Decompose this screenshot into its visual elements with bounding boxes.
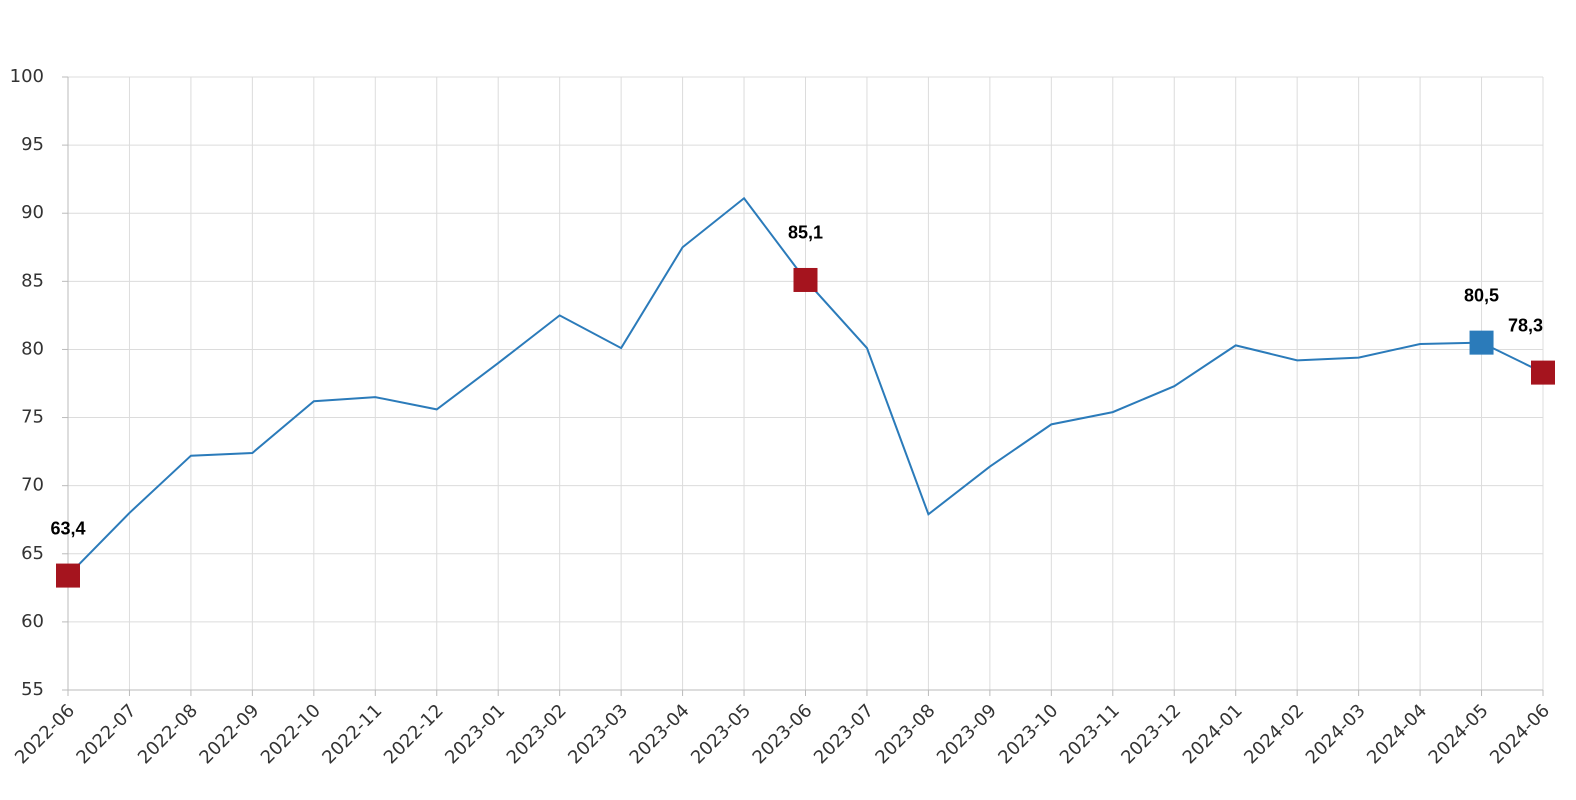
x-tick-label: 2022-11 — [318, 700, 386, 768]
y-tick-label: 80 — [21, 338, 44, 359]
x-tick-label: 2023-05 — [687, 700, 755, 768]
y-tick-label: 75 — [21, 407, 44, 428]
x-tick-label: 2022-12 — [380, 700, 448, 768]
y-tick-label: 60 — [21, 611, 44, 632]
x-tick-label: 2023-11 — [1056, 700, 1124, 768]
value-label: 80,5 — [1464, 285, 1499, 305]
x-tick-label: 2022-06 — [11, 700, 79, 768]
x-tick-label: 2024-01 — [1179, 700, 1247, 768]
value-label: 78,3 — [1508, 315, 1543, 335]
y-tick-label: 65 — [21, 543, 44, 564]
marker — [56, 563, 80, 588]
x-tick-label: 2023-07 — [810, 700, 878, 768]
x-tick-label: 2024-03 — [1302, 700, 1370, 768]
x-tick-label: 2023-08 — [871, 700, 939, 768]
x-tick-label: 2022-09 — [195, 700, 263, 768]
y-tick-label: 85 — [21, 270, 44, 291]
x-tick-label: 2022-10 — [257, 700, 325, 768]
value-label: 63,4 — [50, 518, 85, 538]
x-tick-label: 2023-02 — [503, 700, 571, 768]
y-tick-label: 55 — [21, 679, 44, 700]
x-tick-label: 2022-07 — [72, 700, 140, 768]
x-tick-label: 2023-04 — [626, 700, 694, 768]
y-tick-label: 95 — [21, 134, 44, 155]
value-label: 85,1 — [788, 223, 823, 243]
y-tick-label: 70 — [21, 475, 44, 496]
x-tick-label: 2024-04 — [1363, 700, 1431, 768]
x-tick-label: 2024-02 — [1240, 700, 1308, 768]
x-tick-label: 2024-05 — [1425, 700, 1493, 768]
x-tick-label: 2022-08 — [134, 700, 202, 768]
x-tick-label: 2023-01 — [441, 700, 509, 768]
x-tick-label: 2023-06 — [749, 700, 817, 768]
x-tick-label: 2023-12 — [1117, 700, 1185, 768]
x-tick-label: 2024-06 — [1486, 700, 1554, 768]
x-tick-label: 2023-09 — [933, 700, 1001, 768]
marker — [1531, 360, 1555, 385]
y-tick-label: 100 — [10, 66, 44, 87]
marker — [793, 267, 818, 292]
x-tick-label: 2023-03 — [564, 700, 632, 768]
x-tick-label: 2023-10 — [994, 700, 1062, 768]
y-tick-label: 90 — [21, 202, 44, 223]
marker — [1469, 330, 1494, 355]
